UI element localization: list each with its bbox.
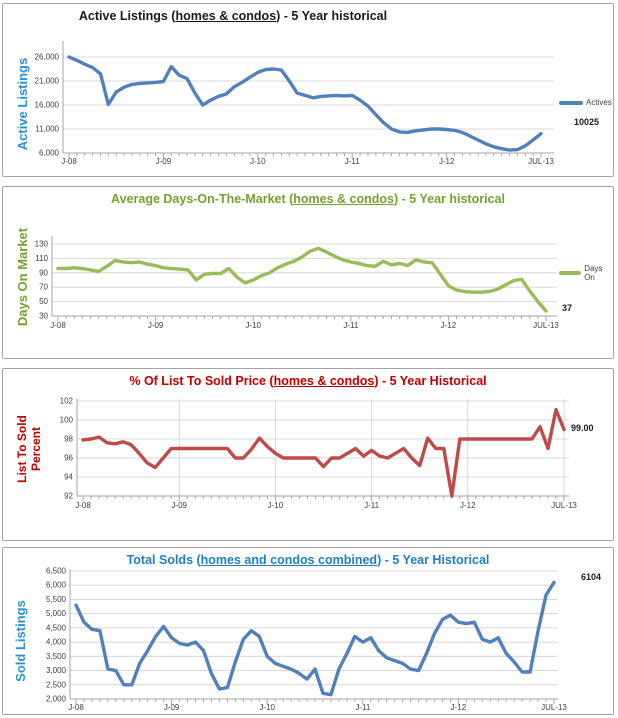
chart-title-total-solds: Total Solds (homes and condos combined) … [3,553,613,567]
legend-line-swatch [559,271,582,275]
panel-total-solds: Total Solds (homes and condos combined) … [2,547,614,715]
svg-text:98: 98 [64,435,73,444]
svg-text:J-08: J-08 [50,321,66,330]
title-underlined-text: homes & condos [175,9,277,23]
list-to-sold-line-chart: 92 94 96 98 100 102 J-08 J-09 J-10 J-11 J-12 JUL-13 [60,397,578,511]
svg-text:2,000: 2,000 [46,695,67,704]
days-on-market-line-chart: 30 50 70 90 110 130 J-08 J-09 J-10 J-11 J-12 JUL-13 [35,236,559,330]
svg-text:5,000: 5,000 [46,609,67,618]
svg-text:16,000: 16,000 [35,101,60,110]
svg-text:J-10: J-10 [268,501,284,510]
svg-text:J-10: J-10 [259,703,275,712]
svg-text:J-09: J-09 [171,501,187,510]
svg-text:94: 94 [64,473,73,482]
svg-text:30: 30 [39,312,48,321]
svg-text:70: 70 [39,283,48,292]
svg-text:J-08: J-08 [75,501,91,510]
svg-text:11,000: 11,000 [35,125,59,134]
svg-text:J-09: J-09 [156,157,172,166]
svg-text:J-12: J-12 [460,501,476,510]
svg-text:J-11: J-11 [345,157,361,166]
svg-text:21,000: 21,000 [35,77,60,86]
svg-text:50: 50 [39,297,48,306]
svg-text:J-10: J-10 [250,157,266,166]
title-text: Total Solds ( [126,553,201,567]
svg-text:J-12: J-12 [451,703,467,712]
svg-text:JUL-13: JUL-13 [528,157,554,166]
active-listings-line-chart: 6,000 11,000 16,000 21,000 26,000 J-08 J-09 J-1… [35,41,554,166]
legend-line-swatch [559,100,583,105]
title-text: % Of List To Sold Price ( [129,374,274,388]
series-end-value: 6104 [581,572,602,582]
panel-active-listings: Active Listings (homes & condos) - 5 Yea… [2,3,614,177]
legend-label: Days On [584,264,603,282]
svg-text:J-09: J-09 [148,321,164,330]
svg-text:130: 130 [35,240,49,249]
svg-text:2,500: 2,500 [46,680,67,689]
panel-days-on-market: Average Days-On-The-Market (homes & cond… [2,186,614,359]
svg-text:102: 102 [60,397,74,406]
total-solds-line-chart: 2,000 2,500 3,000 3,500 4,000 4,500 5,000 5,500… [46,567,567,713]
svg-text:100: 100 [60,416,74,425]
svg-text:JUL-13: JUL-13 [533,321,559,330]
chart-title-active-listings: Active Listings (homes & condos) - 5 Yea… [3,9,613,23]
svg-text:6,500: 6,500 [46,567,67,576]
svg-text:92: 92 [64,492,73,501]
title-text: ) - 5 Year historical [394,192,505,206]
chart-title-list-to-sold: % Of List To Sold Price (homes & condos)… [3,374,613,388]
svg-text:J-08: J-08 [61,157,77,166]
legend-days-on: Days On [559,264,613,282]
svg-text:J-12: J-12 [439,157,455,166]
series-end-value: 99.00 [571,423,594,433]
svg-text:4,500: 4,500 [46,623,67,632]
svg-text:26,000: 26,000 [35,53,60,62]
panel-list-to-sold: % Of List To Sold Price (homes & condos)… [2,368,614,541]
title-text: Active Listings ( [78,9,176,23]
chart-title-days-on-market: Average Days-On-The-Market (homes & cond… [3,192,613,206]
svg-text:JUL-13: JUL-13 [551,501,577,510]
svg-text:4,000: 4,000 [46,638,67,647]
svg-text:5,500: 5,500 [46,595,67,604]
title-underlined-text: homes & condos [293,192,394,206]
svg-text:J-12: J-12 [441,321,457,330]
title-underlined-text: homes and condos combined [200,553,378,567]
svg-text:J-08: J-08 [68,703,84,712]
legend-actives: Actives [559,98,612,107]
svg-text:J-10: J-10 [245,321,261,330]
title-text: ) - 5 Year historical [276,9,388,23]
svg-text:J-11: J-11 [364,501,380,510]
svg-text:JUL-13: JUL-13 [541,703,567,712]
svg-text:110: 110 [35,254,48,263]
legend-label: Actives [586,98,612,107]
svg-text:J-09: J-09 [164,703,180,712]
title-underlined-text: homes & condos [273,374,375,388]
svg-text:J-11: J-11 [355,703,371,712]
svg-text:96: 96 [64,454,73,463]
svg-text:90: 90 [39,268,48,277]
title-text: Average Days-On-The-Market ( [111,192,294,206]
svg-text:6,000: 6,000 [39,149,60,158]
svg-text:3,500: 3,500 [46,652,67,661]
series-end-value: 37 [562,303,573,313]
svg-text:6,000: 6,000 [46,581,67,590]
svg-text:3,000: 3,000 [46,666,67,675]
title-text: ) - 5 Year Historical [374,374,487,388]
title-text: ) - 5 Year Historical [377,553,490,567]
svg-text:J-11: J-11 [343,321,359,330]
series-end-value: 10025 [574,117,600,127]
